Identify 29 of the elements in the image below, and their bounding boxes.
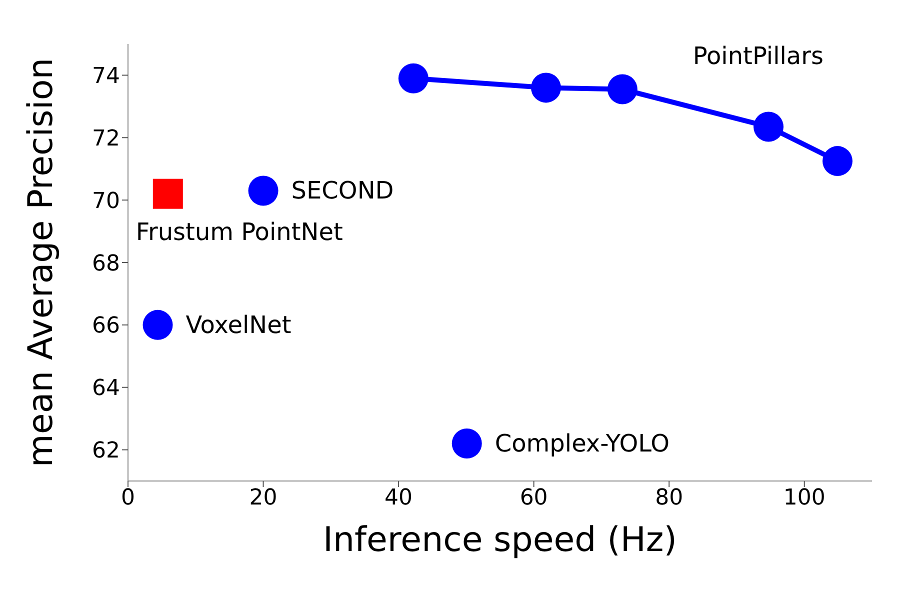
point [398, 63, 428, 94]
series-label: Frustum PointNet [136, 218, 343, 246]
point [530, 72, 561, 103]
y-tick-label: 66 [92, 314, 120, 339]
point [142, 310, 173, 340]
series-label: Complex-YOLO [494, 430, 670, 458]
x-axis-title: Inference speed (Hz) [322, 520, 678, 560]
point [452, 428, 482, 459]
y-tick-label: 64 [92, 376, 120, 402]
point [248, 176, 278, 206]
x-tick-label: 80 [655, 486, 684, 511]
point [822, 146, 853, 176]
y-tick-label: 74 [92, 64, 120, 90]
point [152, 178, 183, 209]
x-tick-label: 40 [384, 486, 413, 511]
x-tick-label: 0 [121, 486, 135, 511]
x-tick-label: 60 [520, 486, 548, 511]
series-label: VoxelNet [186, 310, 292, 339]
x-tick-label: 20 [249, 486, 278, 511]
y-tick-label: 62 [92, 438, 120, 464]
series-label: SECOND [291, 176, 394, 205]
point [607, 74, 638, 104]
x-tick-label: 100 [783, 486, 826, 511]
series-label: PointPillars [692, 42, 824, 70]
y-tick-label: 70 [92, 188, 120, 214]
y-tick-label: 68 [92, 251, 120, 276]
point [754, 112, 784, 142]
y-tick-label: 72 [92, 126, 120, 152]
y-axis-title: mean Average Precision [21, 58, 62, 468]
